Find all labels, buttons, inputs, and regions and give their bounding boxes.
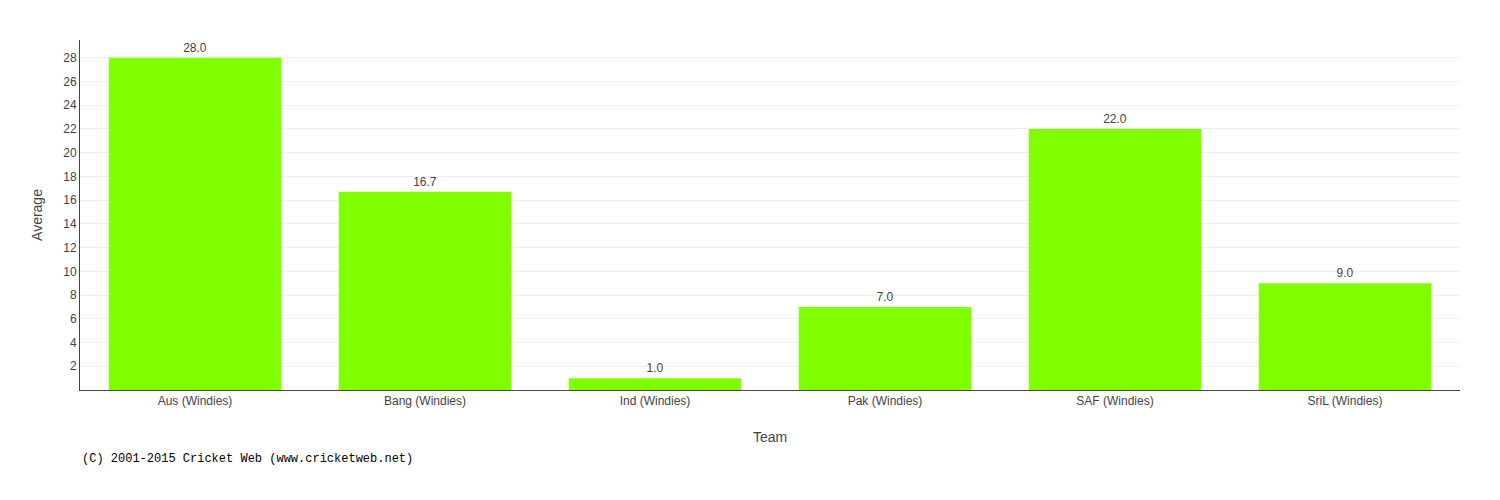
svg-text:Team: Team [753, 429, 787, 445]
svg-text:2: 2 [70, 359, 77, 373]
svg-text:16: 16 [63, 193, 77, 207]
svg-text:18: 18 [63, 170, 77, 184]
svg-text:22.0: 22.0 [1103, 112, 1127, 126]
svg-text:14: 14 [63, 217, 77, 231]
svg-text:8: 8 [70, 288, 77, 302]
svg-text:1.0: 1.0 [646, 361, 663, 375]
svg-text:6: 6 [70, 312, 77, 326]
svg-text:Aus (Windies): Aus (Windies) [158, 394, 233, 408]
svg-text:Bang (Windies): Bang (Windies) [384, 394, 466, 408]
svg-text:28: 28 [63, 51, 77, 65]
svg-text:(C) 2001-2015 Cricket Web (www: (C) 2001-2015 Cricket Web (www.cricketwe… [82, 452, 413, 466]
svg-text:24: 24 [63, 98, 77, 112]
svg-text:SriL (Windies): SriL (Windies) [1308, 394, 1383, 408]
svg-text:16.7: 16.7 [413, 175, 437, 189]
svg-text:SAF (Windies): SAF (Windies) [1076, 394, 1153, 408]
svg-text:4: 4 [70, 336, 77, 350]
svg-text:20: 20 [63, 146, 77, 160]
svg-text:Average: Average [29, 189, 45, 241]
svg-text:7.0: 7.0 [876, 290, 893, 304]
svg-text:22: 22 [63, 122, 77, 136]
svg-text:9.0: 9.0 [1336, 266, 1353, 280]
svg-text:28.0: 28.0 [183, 41, 207, 55]
svg-text:26: 26 [63, 75, 77, 89]
svg-text:Ind (Windies): Ind (Windies) [620, 394, 691, 408]
svg-text:10: 10 [63, 265, 77, 279]
svg-text:Pak (Windies): Pak (Windies) [848, 394, 923, 408]
svg-text:12: 12 [63, 241, 77, 255]
